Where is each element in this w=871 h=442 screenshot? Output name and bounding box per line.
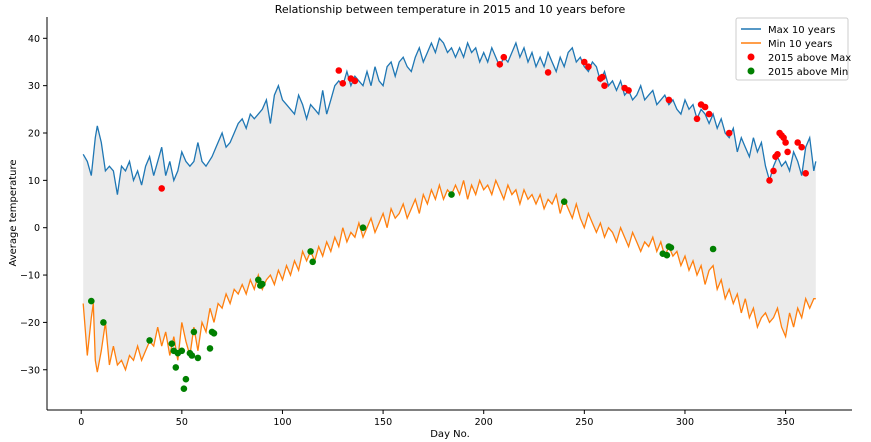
x-tick-label: 100 [273, 417, 291, 428]
above-min-point [172, 364, 180, 371]
above-max-point [705, 110, 713, 118]
above-max-point [496, 61, 504, 68]
above-max-point [625, 87, 632, 94]
y-tick-label: 0 [34, 223, 40, 234]
above-max-point [158, 185, 165, 192]
scatter-max-points [158, 53, 809, 192]
above-max-point [601, 82, 608, 89]
x-tick-label: 250 [575, 417, 593, 428]
above-max-point [725, 129, 733, 137]
above-min-point [206, 345, 214, 352]
above-min-point [180, 385, 188, 393]
y-tick-label: −10 [20, 271, 40, 282]
plot-area [82, 36, 817, 393]
y-axis-ticks: −30 −20 −10 0 10 20 30 40 [20, 34, 47, 376]
above-max-point [585, 63, 592, 70]
above-min-point [309, 258, 317, 266]
above-max-point [701, 103, 709, 111]
above-min-point [359, 224, 367, 231]
above-min-point [560, 198, 568, 205]
above-max-point [339, 80, 347, 87]
above-max-point [774, 151, 781, 158]
legend-box [735, 17, 849, 81]
above-max-point [802, 170, 809, 177]
x-tick-label: 200 [475, 417, 493, 428]
above-min-point [190, 328, 198, 336]
legend-above-min-label: 2015 above Min [768, 67, 848, 78]
above-max-point [782, 139, 789, 146]
y-tick-label: 10 [28, 176, 40, 187]
above-max-point [544, 69, 552, 76]
above-min-point [259, 280, 266, 288]
above-min-point [448, 191, 455, 198]
x-tick-label: 300 [676, 417, 694, 428]
y-tick-label: 20 [28, 129, 40, 140]
above-max-point [784, 148, 791, 156]
chart-title: Relationship between temperature in 2015… [275, 3, 626, 16]
legend-above-max-swatch [747, 53, 755, 61]
y-tick-label: 40 [28, 34, 40, 45]
above-max-point [351, 77, 359, 85]
above-min-point [88, 297, 95, 305]
above-max-point [794, 139, 801, 146]
above-min-point [307, 248, 314, 255]
above-min-point [663, 251, 671, 259]
above-max-point [599, 73, 606, 81]
above-max-point [665, 96, 673, 104]
y-tick-label: −30 [20, 365, 40, 376]
above-min-point [210, 330, 218, 337]
above-min-point [188, 352, 196, 359]
above-min-point [168, 340, 176, 348]
above-min-point [254, 276, 262, 284]
above-min-point [178, 347, 186, 355]
above-max-point [766, 177, 773, 184]
x-tick-label: 50 [176, 417, 188, 428]
above-min-point [146, 337, 153, 344]
x-axis-label: Day No. [430, 429, 470, 440]
min-series-line [82, 178, 816, 373]
above-max-point [770, 167, 777, 175]
y-tick-label: −20 [20, 318, 40, 329]
above-max-point [693, 115, 701, 123]
above-max-point [500, 53, 508, 61]
max-series-line [82, 36, 817, 195]
x-tick-label: 150 [374, 417, 392, 428]
x-tick-label: 350 [777, 417, 795, 428]
legend-min-label: Min 10 years [768, 39, 832, 50]
legend-max-label: Max 10 years [768, 25, 835, 36]
legend: Max 10 years Min 10 years 2015 above Max… [735, 17, 851, 81]
above-min-point [667, 244, 675, 251]
above-max-point [581, 58, 588, 66]
x-axis-ticks: 0 50 100 150 200 250 300 350 [78, 410, 795, 428]
scatter-min-points [88, 191, 717, 393]
legend-above-max-label: 2015 above Max [768, 53, 851, 64]
above-max-point [798, 143, 805, 151]
y-tick-label: 30 [28, 81, 40, 92]
y-axis-label: Average temperature [8, 159, 19, 266]
legend-above-min-swatch [747, 67, 755, 75]
above-max-point [335, 67, 343, 74]
above-min-point [709, 245, 717, 253]
x-tick-label: 0 [78, 417, 84, 428]
above-min-point [100, 319, 107, 326]
above-min-point [182, 375, 190, 383]
fill-between-area [83, 38, 816, 373]
above-min-point [194, 354, 202, 362]
